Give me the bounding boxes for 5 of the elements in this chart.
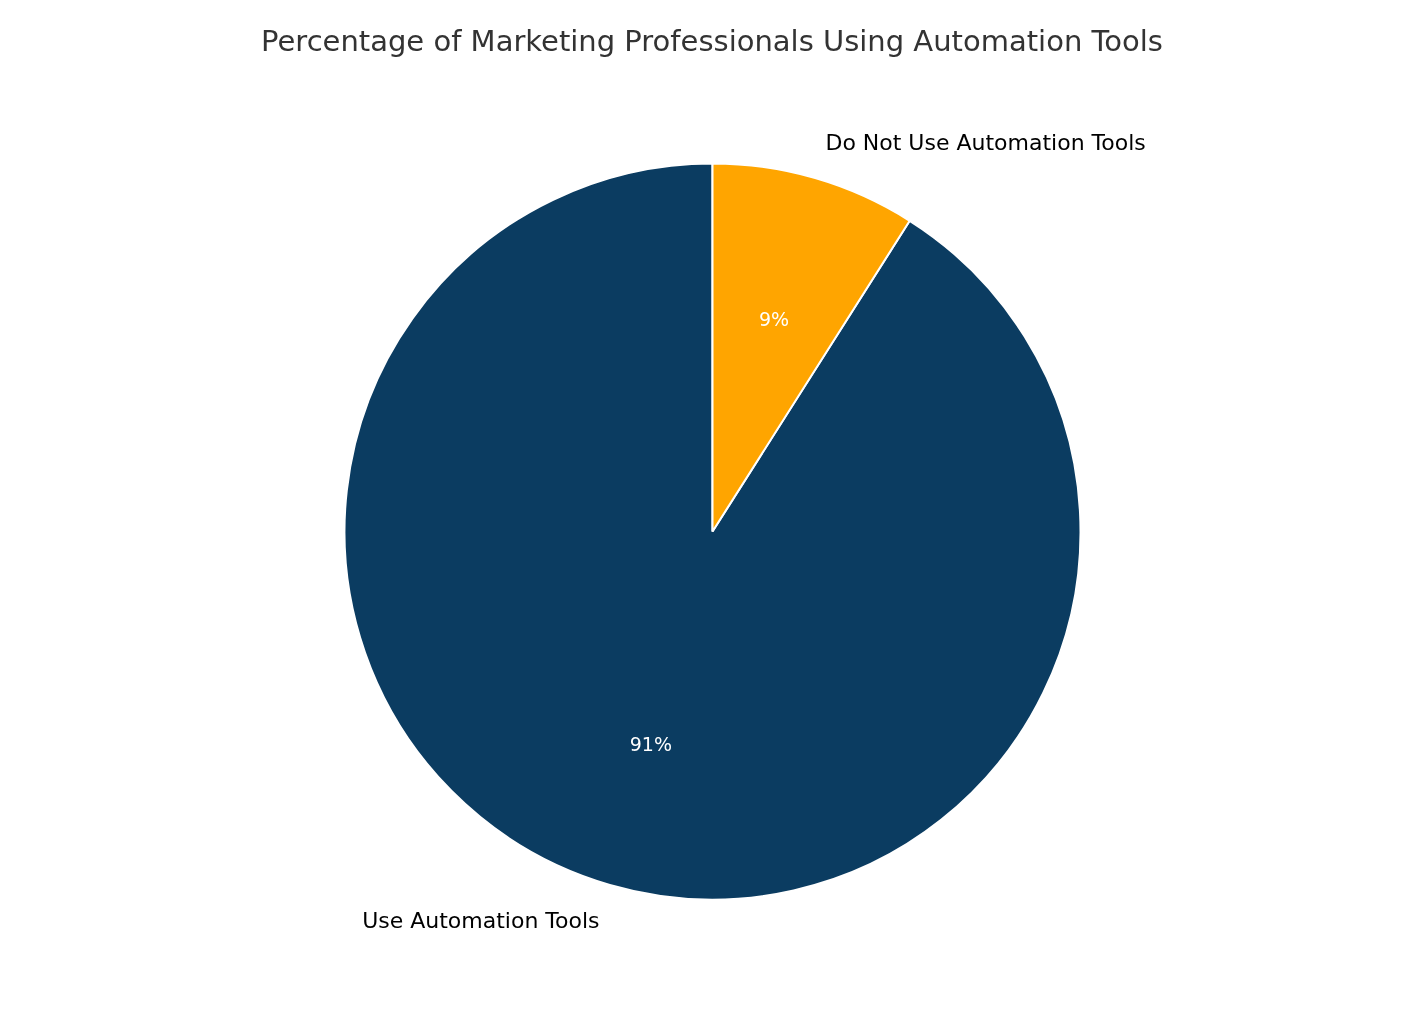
- data-label: 91%: [629, 732, 673, 755]
- slice-label: Do Not Use Automation Tools: [825, 130, 1146, 156]
- slice-label: Use Automation Tools: [362, 907, 600, 933]
- data-label: 9%: [759, 308, 790, 331]
- chart-title: Percentage of Marketing Professionals Using Automation Tools: [261, 23, 1163, 58]
